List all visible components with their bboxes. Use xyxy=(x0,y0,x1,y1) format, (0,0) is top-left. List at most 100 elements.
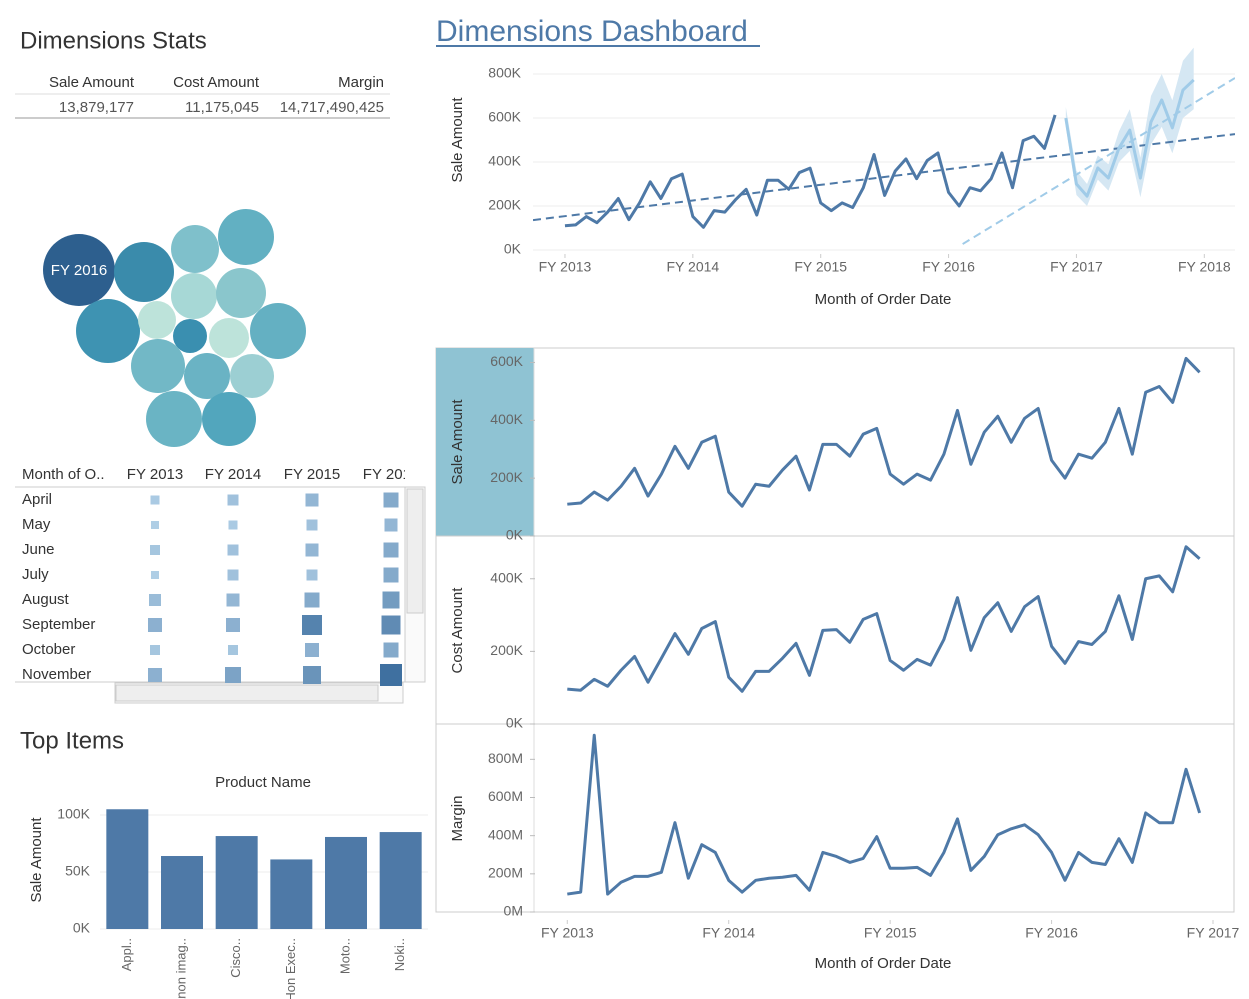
bubble xyxy=(202,392,256,446)
y-tick-label: 0K xyxy=(73,920,91,936)
x-tick-label: FY 2018 xyxy=(1178,259,1231,275)
heat-square xyxy=(150,545,160,555)
y-tick-label: 600K xyxy=(490,353,523,369)
axis-title: Sale Amount xyxy=(449,399,466,485)
x-tick-label: FY 2013 xyxy=(539,259,592,275)
bubble xyxy=(173,319,207,353)
x-tick-label: Canon imag.. xyxy=(173,938,188,999)
row-label: September xyxy=(22,616,95,633)
column-header: FY 2016 xyxy=(363,466,419,483)
dashboard-title[interactable]: Dimensions Dashboard xyxy=(436,15,748,48)
heat-square xyxy=(306,569,318,581)
bubble xyxy=(216,268,266,318)
y-tick-label: 200K xyxy=(490,469,523,485)
y-tick-label: 0K xyxy=(504,241,522,257)
bar xyxy=(325,836,367,929)
bar xyxy=(270,859,313,929)
section-title: Top Items xyxy=(20,727,124,754)
heat-square xyxy=(148,618,162,632)
x-tick-label: FY 2014 xyxy=(667,259,720,275)
line xyxy=(1064,78,1195,198)
stats-header: Margin xyxy=(338,74,384,91)
y-tick-label: 800M xyxy=(488,750,523,766)
axis-title: Product Name xyxy=(215,774,311,791)
scroll-thumb[interactable] xyxy=(406,488,424,614)
x-tick-label: FY 2015 xyxy=(794,259,847,275)
y-tick-label: 200K xyxy=(490,642,523,658)
row-label: October xyxy=(22,641,75,658)
bubble xyxy=(138,301,176,339)
heat-square xyxy=(382,591,400,609)
heat-square xyxy=(151,571,159,579)
bar xyxy=(161,856,203,929)
line xyxy=(567,356,1201,508)
line xyxy=(567,733,1202,896)
heat-square xyxy=(228,645,238,655)
row-label: July xyxy=(22,566,49,583)
axis-title: Sale Amount xyxy=(449,97,466,183)
y-tick-label: 400M xyxy=(488,826,523,842)
axis-title: Margin xyxy=(449,796,466,842)
scroll-thumb[interactable] xyxy=(115,684,379,702)
bubble-label: FY 2016 xyxy=(51,262,107,279)
row-label: June xyxy=(22,541,55,558)
x-tick-label: Moto.. xyxy=(337,938,352,974)
heat-square xyxy=(302,615,322,635)
y-tick-label: 50K xyxy=(65,863,91,879)
heat-square xyxy=(228,520,238,530)
bubble xyxy=(146,391,202,447)
x-tick-label: Noki.. xyxy=(392,938,407,971)
heat-square xyxy=(304,592,320,608)
x-tick-label: FY 2015 xyxy=(864,925,917,941)
axis-title: Sale Amount xyxy=(28,817,45,903)
row-label: November xyxy=(22,666,91,683)
stats-value: 13,879,177 xyxy=(59,99,134,116)
x-tick-label: Hon Exec.. xyxy=(283,938,298,999)
stats-value: 14,717,490,425 xyxy=(280,99,384,116)
y-tick-label: 400K xyxy=(488,153,521,169)
y-tick-label: 400K xyxy=(490,569,523,585)
heat-square xyxy=(303,666,321,684)
heat-square xyxy=(150,645,160,655)
heat-square xyxy=(227,569,239,581)
forecast-band xyxy=(1065,47,1194,206)
heat-square xyxy=(380,664,402,686)
y-tick-label: 0M xyxy=(504,903,523,919)
heat-square xyxy=(226,618,240,632)
heat-square xyxy=(306,519,318,531)
heat-square xyxy=(305,643,319,657)
y-tick-label: 600M xyxy=(488,788,523,804)
x-tick-label: FY 2017 xyxy=(1187,925,1240,941)
heat-square xyxy=(225,667,241,683)
bubble xyxy=(184,353,230,399)
bar xyxy=(106,809,149,929)
bubble xyxy=(131,339,185,393)
stats-header: Cost Amount xyxy=(173,74,260,91)
heat-square xyxy=(226,593,240,607)
heat-square xyxy=(151,521,159,529)
x-tick-label: FY 2016 xyxy=(922,259,975,275)
axis-title: Month of Order Date xyxy=(815,291,952,308)
bubble xyxy=(230,354,274,398)
row-label: August xyxy=(22,591,70,608)
heat-square xyxy=(384,518,398,532)
heat-square xyxy=(381,615,401,635)
trend-line xyxy=(962,77,1235,245)
heat-square xyxy=(383,567,399,583)
bubble xyxy=(43,234,115,306)
row-label: May xyxy=(22,516,51,533)
y-tick-label: 400K xyxy=(490,411,523,427)
column-header: FY 2015 xyxy=(284,466,340,483)
heat-square xyxy=(227,494,239,506)
bar xyxy=(215,836,258,929)
stats-value: 11,175,045 xyxy=(185,99,259,116)
header-row: Month of O.. FY 2013 FY 2014 FY 2015 FY 2016 xyxy=(22,466,419,483)
column-header: FY 2013 xyxy=(127,466,183,483)
heat-square xyxy=(383,542,399,558)
heat-square xyxy=(227,544,239,556)
stats-header: Sale Amount xyxy=(49,74,135,91)
header: Month of O.. xyxy=(22,466,105,483)
bubble xyxy=(209,318,249,358)
y-tick-label: 100K xyxy=(57,806,90,822)
